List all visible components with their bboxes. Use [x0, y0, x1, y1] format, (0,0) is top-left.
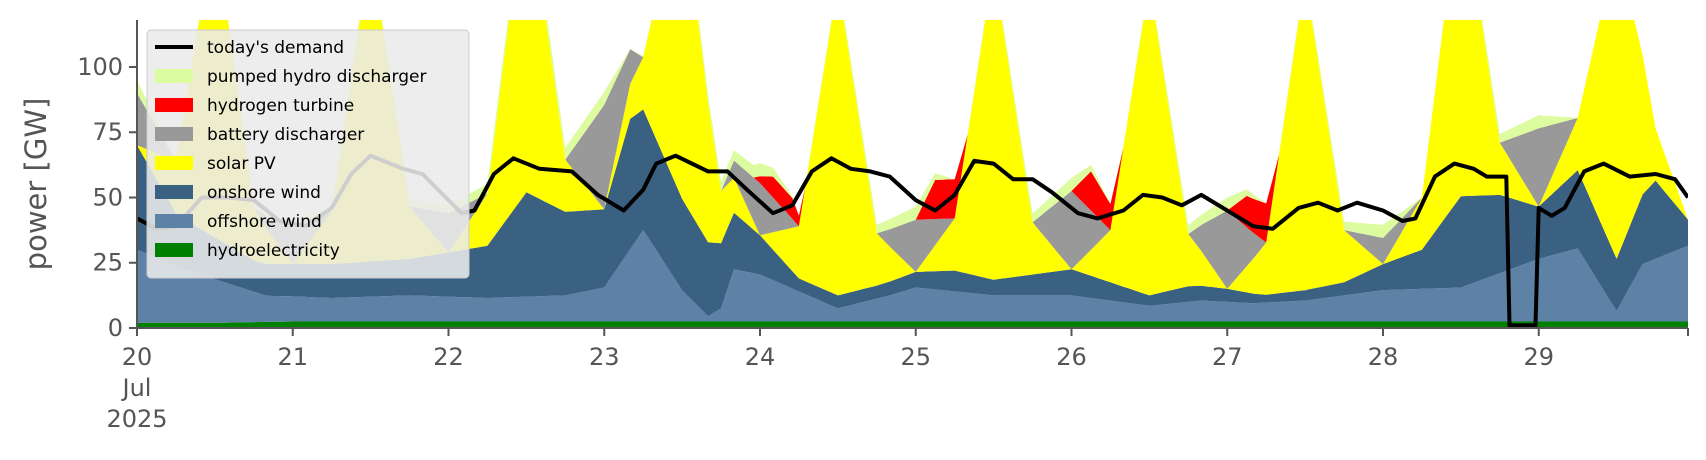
y-tick-label: 0: [108, 314, 123, 342]
x-tick-label: 25: [900, 343, 931, 371]
y-tick-label: 25: [92, 249, 123, 277]
legend-swatch: [155, 127, 193, 141]
legend-swatch: [155, 69, 193, 83]
legend-label: solar PV: [207, 154, 276, 174]
legend-label: onshore wind: [207, 183, 321, 203]
x-tick-label: 29: [1523, 343, 1554, 371]
x-tick-label: 24: [745, 343, 776, 371]
legend-swatch: [155, 98, 193, 112]
area-onshore-wind: [137, 109, 1688, 317]
y-tick-label: 75: [92, 118, 123, 146]
x-tick-label: 21: [277, 343, 308, 371]
x-tick-sublabel: 2025: [106, 405, 167, 433]
legend-label: pumped hydro discharger: [207, 67, 426, 87]
x-tick-label: 20: [122, 343, 153, 371]
legend-label: battery discharger: [207, 125, 364, 145]
y-axis-label: power [GW]: [19, 98, 53, 271]
area-hydroelectricity: [137, 321, 1688, 328]
axes: power [GW] 0 25 50 75 100 20 Jul 2025 21 22 23 24 25…: [19, 20, 1689, 433]
legend-swatch: [155, 156, 193, 170]
legend-label: hydrogen turbine: [207, 96, 354, 116]
x-tick-label: 27: [1212, 343, 1243, 371]
legend-label: offshore wind: [207, 212, 322, 232]
legend-swatch: [155, 214, 193, 228]
x-tick-label: 26: [1056, 343, 1087, 371]
x-tick-label: 22: [433, 343, 464, 371]
y-tick-label: 100: [77, 53, 123, 81]
x-tick-label: 28: [1368, 343, 1399, 371]
legend-label: today's demand: [207, 38, 344, 58]
legend: today's demand pumped hydro discharger hyd…: [146, 29, 470, 279]
area-solar-pv: [137, 20, 1688, 296]
legend-swatch: [155, 243, 193, 257]
legend-swatch: [155, 185, 193, 199]
x-tick-label: 23: [589, 343, 620, 371]
x-tick-sublabel: Jul: [121, 374, 152, 402]
area-offshore-wind: [137, 230, 1688, 323]
y-tick-label: 50: [92, 183, 123, 211]
legend-box: [146, 29, 470, 279]
legend-label: hydroelectricity: [207, 241, 340, 261]
